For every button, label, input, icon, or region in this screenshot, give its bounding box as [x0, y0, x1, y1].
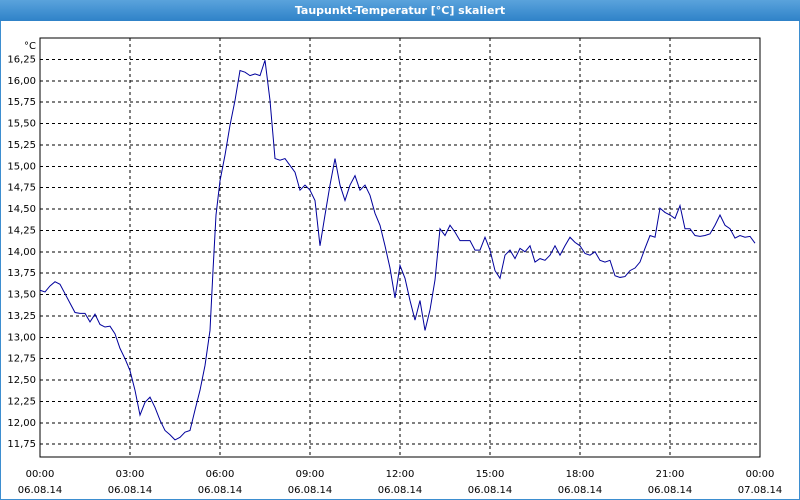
y-tick-label: 14,75: [7, 183, 36, 194]
y-tick-label: 12,50: [7, 375, 36, 386]
y-tick-label: 13,50: [7, 290, 36, 301]
y-tick-label: 13,75: [7, 268, 36, 279]
x-tick-label: 18:00: [566, 469, 595, 480]
y-tick-label: 14,50: [7, 204, 36, 215]
y-tick-label: 14,00: [7, 247, 36, 258]
y-tick-label: 15,00: [7, 161, 36, 172]
plot-border: [39, 37, 761, 458]
x-tick-label: 00:00: [746, 469, 775, 480]
x-tick-label: 00:00: [26, 469, 55, 480]
y-tick-label: 11,75: [7, 439, 36, 450]
y-unit: °C: [24, 41, 36, 52]
y-tick-label: 12,75: [7, 354, 36, 365]
y-tick-label: 15,50: [7, 119, 36, 130]
x-tick-label: 09:00: [296, 469, 325, 480]
window-title: Taupunkt-Temperatur [°C] skaliert: [295, 4, 505, 17]
y-tick-label: 13,00: [7, 332, 36, 343]
x-tick-date: 07.08.14: [738, 485, 783, 496]
x-tick-label: 21:00: [656, 469, 685, 480]
x-tick-date: 06.08.14: [108, 485, 153, 496]
y-tick-label: 16,00: [7, 76, 36, 87]
x-tick-date: 06.08.14: [378, 485, 423, 496]
y-tick-label: 15,75: [7, 97, 36, 108]
x-tick-label: 03:00: [116, 469, 145, 480]
x-tick-label: 15:00: [476, 469, 505, 480]
y-tick-label: 12,25: [7, 396, 36, 407]
y-tick-label: 12,00: [7, 418, 36, 429]
x-tick-date: 06.08.14: [558, 485, 603, 496]
x-tick-date: 06.08.14: [18, 485, 63, 496]
x-tick-label: 12:00: [386, 469, 415, 480]
y-tick-label: 15,25: [7, 140, 36, 151]
line-series: [39, 60, 756, 441]
x-tick-label: 06:00: [206, 469, 235, 480]
x-tick-date: 06.08.14: [648, 485, 693, 496]
x-tick-date: 06.08.14: [198, 485, 243, 496]
x-tick-date: 06.08.14: [288, 485, 333, 496]
x-tick-date: 06.08.14: [468, 485, 513, 496]
y-tick-label: 16,25: [7, 54, 36, 65]
y-tick-label: 14,25: [7, 225, 36, 236]
y-tick-label: 13,25: [7, 311, 36, 322]
title-bar: [0, 0, 800, 21]
